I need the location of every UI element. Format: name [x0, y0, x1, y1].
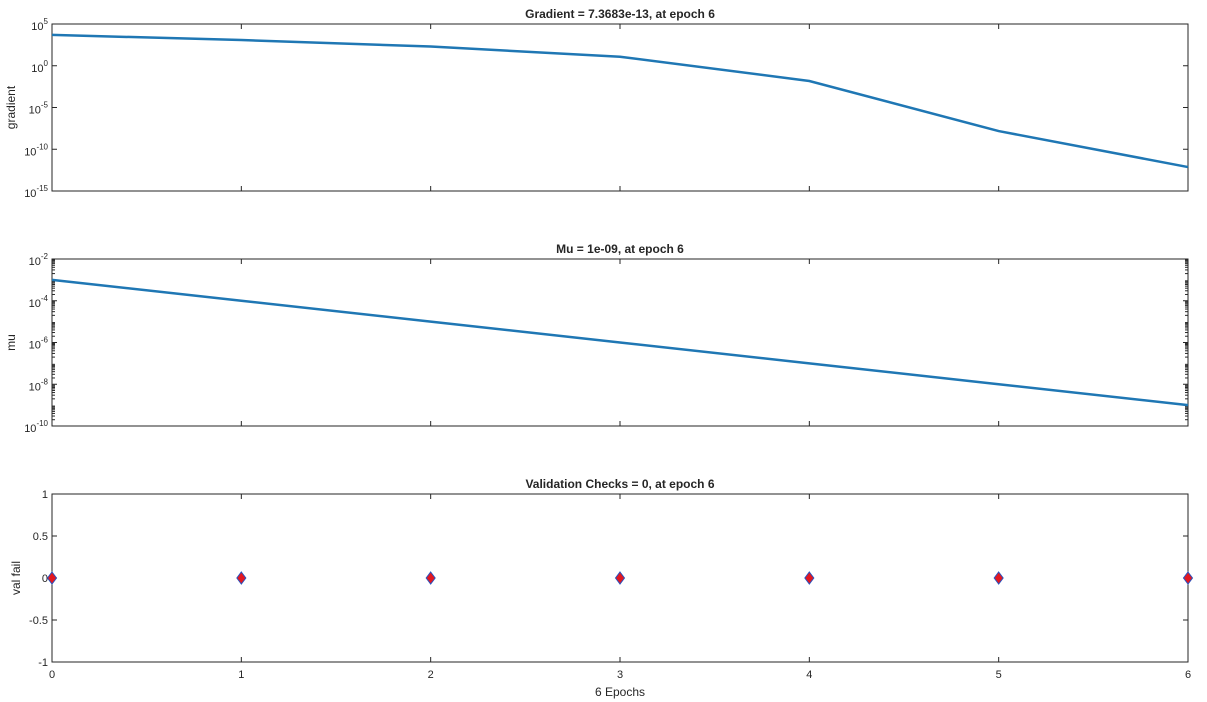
x-tick-label: 5 [996, 669, 1002, 681]
y-axis-label: mu [4, 334, 18, 351]
x-tick-label: 4 [806, 669, 812, 681]
x-tick-label: 2 [428, 669, 434, 681]
y-tick-label: 0 [42, 573, 48, 585]
diamond-marker [425, 571, 436, 585]
y-tick-label: 10-2 [29, 252, 49, 268]
plot-title: Validation Checks = 0, at epoch 6 [525, 477, 714, 491]
y-tick-label: -0.5 [29, 615, 48, 627]
y-tick-label: 10-6 [29, 336, 49, 352]
diamond-marker [46, 571, 58, 585]
x-axis-label: 6 Epochs [595, 685, 645, 699]
plot-title: Gradient = 7.3683e-13, at epoch 6 [525, 7, 715, 21]
subplot-1: Gradient = 7.3683e-13, at epoch 6 gradien… [4, 7, 1189, 200]
y-axis-label: gradient [4, 85, 18, 129]
diamond-marker [1182, 571, 1194, 585]
diamond-marker [236, 571, 247, 585]
x-tick-label: 6 [1185, 669, 1191, 681]
y-tick-label: 10-4 [29, 294, 49, 310]
x-tick-label: 0 [49, 669, 55, 681]
diamond-marker [614, 571, 626, 585]
x-tick-label: 3 [617, 669, 623, 681]
y-tick-label: 100 [31, 59, 48, 75]
y-axis-label: val fail [9, 561, 23, 595]
y-tick-label: -1 [38, 657, 48, 669]
y-tick-label: 10-5 [29, 101, 49, 117]
series-line [51, 33, 1189, 169]
y-tick-label: 105 [31, 17, 48, 33]
subplot-3: Validation Checks = 0, at epoch 6 val fai… [9, 477, 1194, 699]
plot-title: Mu = 1e-09, at epoch 6 [556, 242, 684, 256]
y-tick-label: 0.5 [33, 531, 48, 543]
subplot-2: Mu = 1e-09, at epoch 6 mu 10-10 10-8 10-6 10-… [4, 242, 1189, 435]
y-tick-label: 10-15 [24, 184, 48, 200]
diamond-marker [993, 571, 1004, 585]
series-line [51, 278, 1189, 407]
diamond-marker [804, 571, 815, 585]
x-tick-label: 1 [238, 669, 244, 681]
y-tick-label: 10-8 [29, 377, 49, 393]
y-tick-label: 10-10 [24, 142, 48, 158]
axes-box [51, 23, 1189, 192]
y-tick-label: 10-10 [24, 419, 48, 435]
y-tick-label: 1 [42, 489, 48, 501]
